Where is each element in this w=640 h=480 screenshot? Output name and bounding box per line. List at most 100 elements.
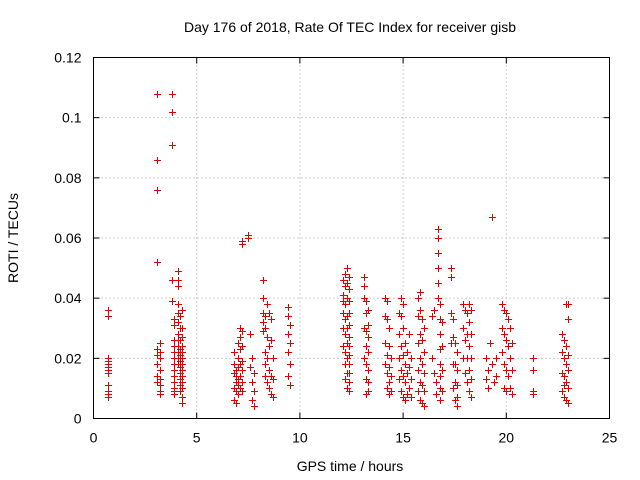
data-point bbox=[154, 373, 161, 380]
data-point bbox=[249, 379, 256, 386]
data-point bbox=[247, 364, 254, 371]
data-point bbox=[398, 388, 405, 395]
data-point bbox=[169, 91, 176, 98]
y-axis-label: ROTI / TECUs bbox=[5, 193, 21, 283]
data-point bbox=[448, 310, 455, 317]
data-point bbox=[466, 319, 473, 326]
data-point bbox=[507, 385, 514, 392]
data-point bbox=[239, 367, 246, 374]
data-point bbox=[408, 394, 415, 401]
data-point bbox=[264, 355, 271, 362]
data-point bbox=[157, 367, 164, 374]
data-point bbox=[435, 280, 442, 287]
data-point bbox=[503, 367, 510, 374]
data-point bbox=[363, 328, 370, 335]
data-point bbox=[154, 157, 161, 164]
data-point bbox=[489, 361, 496, 368]
data-point bbox=[505, 316, 512, 323]
data-point bbox=[287, 340, 294, 347]
data-point bbox=[346, 361, 353, 368]
data-point bbox=[177, 313, 184, 320]
data-point bbox=[489, 214, 496, 221]
data-point bbox=[157, 340, 164, 347]
data-point bbox=[154, 259, 161, 266]
data-point bbox=[530, 367, 537, 374]
data-point bbox=[505, 373, 512, 380]
data-point bbox=[466, 367, 473, 374]
data-point bbox=[342, 301, 349, 308]
data-point bbox=[346, 370, 353, 377]
data-point bbox=[454, 394, 461, 401]
data-point bbox=[266, 385, 273, 392]
data-point bbox=[384, 385, 391, 392]
data-point bbox=[287, 322, 294, 329]
data-point bbox=[249, 397, 256, 404]
data-point bbox=[175, 277, 182, 284]
data-point bbox=[361, 283, 368, 290]
grid-layer bbox=[93, 57, 610, 419]
data-point bbox=[285, 349, 292, 356]
data-point bbox=[342, 349, 349, 356]
data-point bbox=[499, 301, 506, 308]
data-point bbox=[509, 391, 516, 398]
data-point bbox=[565, 400, 572, 407]
data-point bbox=[154, 187, 161, 194]
data-point bbox=[419, 361, 426, 368]
data-point bbox=[417, 355, 424, 362]
data-point bbox=[561, 337, 568, 344]
data-point bbox=[563, 361, 570, 368]
data-point bbox=[493, 355, 500, 362]
data-point bbox=[260, 277, 267, 284]
data-point bbox=[157, 376, 164, 383]
data-point bbox=[105, 370, 112, 377]
data-point bbox=[237, 373, 244, 380]
x-tick-labels: 0 5 10 15 20 25 bbox=[90, 430, 618, 446]
data-point bbox=[239, 388, 246, 395]
data-point bbox=[340, 292, 347, 299]
data-point bbox=[285, 304, 292, 311]
data-point bbox=[171, 379, 178, 386]
data-point bbox=[439, 343, 446, 350]
data-point bbox=[262, 361, 269, 368]
data-point bbox=[466, 301, 473, 308]
data-point bbox=[404, 391, 411, 398]
data-point bbox=[419, 382, 426, 389]
data-point bbox=[400, 325, 407, 332]
data-point bbox=[415, 367, 422, 374]
data-point bbox=[251, 370, 258, 377]
data-point bbox=[239, 358, 246, 365]
x-tick-label: 10 bbox=[292, 430, 308, 446]
data-point bbox=[421, 403, 428, 410]
data-point bbox=[382, 361, 389, 368]
data-point bbox=[365, 379, 372, 386]
data-point bbox=[386, 343, 393, 350]
data-point bbox=[485, 385, 492, 392]
data-point bbox=[509, 340, 516, 347]
data-point bbox=[439, 367, 446, 374]
data-point bbox=[175, 331, 182, 338]
x-axis-label: GPS time / hours bbox=[297, 458, 404, 474]
data-point bbox=[239, 343, 246, 350]
data-point bbox=[179, 373, 186, 380]
data-point bbox=[507, 355, 514, 362]
data-point bbox=[499, 349, 506, 356]
data-point bbox=[559, 388, 566, 395]
data-point bbox=[262, 349, 269, 356]
data-point bbox=[268, 316, 275, 323]
data-point bbox=[402, 379, 409, 386]
data-point bbox=[437, 331, 444, 338]
data-point bbox=[384, 370, 391, 377]
data-point bbox=[559, 349, 566, 356]
data-point bbox=[386, 379, 393, 386]
data-point bbox=[450, 316, 457, 323]
data-point bbox=[435, 235, 442, 242]
data-point bbox=[499, 325, 506, 332]
data-point bbox=[466, 343, 473, 350]
data-point bbox=[530, 391, 537, 398]
data-point bbox=[565, 385, 572, 392]
data-point bbox=[439, 388, 446, 395]
data-point bbox=[105, 394, 112, 401]
data-point bbox=[437, 301, 444, 308]
data-point bbox=[437, 373, 444, 380]
data-point bbox=[346, 334, 353, 341]
